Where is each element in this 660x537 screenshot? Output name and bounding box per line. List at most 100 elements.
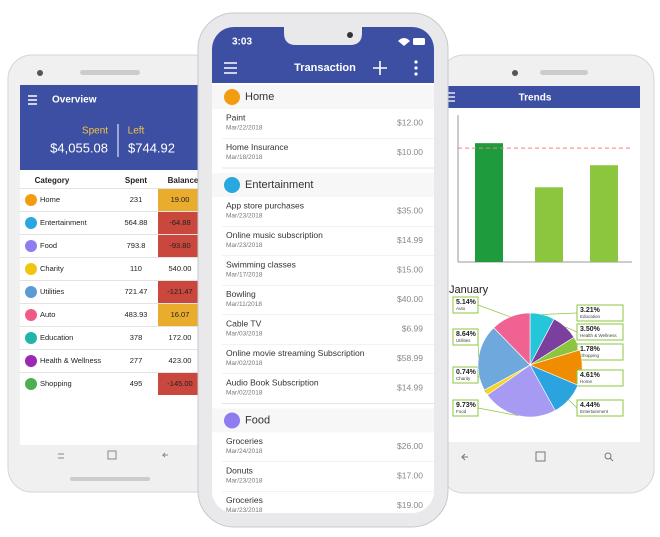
leader-line [565, 326, 578, 333]
battery [413, 38, 425, 45]
header [447, 86, 640, 108]
leader-line [477, 407, 519, 417]
wifi [398, 38, 410, 46]
transaction-date: Mar/02/2018 [226, 360, 263, 367]
header [20, 85, 220, 170]
balance-value: 540.00 [169, 264, 192, 273]
transaction-name: Bowling [226, 289, 256, 299]
pie-category-label: Food [456, 409, 467, 414]
transaction-name: Online music subscription [226, 230, 323, 240]
category-icon [25, 194, 37, 206]
screen-title: Overview [52, 95, 97, 106]
category-icon [25, 263, 37, 275]
group-name: Home [245, 91, 274, 103]
notch [284, 27, 362, 45]
category-name[interactable]: Utilities [40, 287, 64, 296]
pie-value-label: 4.44% [580, 402, 601, 409]
more-button[interactable] [414, 60, 418, 76]
pie-value-label: 1.78% [580, 346, 601, 353]
label-box [576, 369, 624, 387]
spent-value: 564.88 [125, 218, 148, 227]
transaction-row[interactable] [212, 138, 434, 169]
transaction-date: Mar/23/2018 [226, 507, 263, 514]
pie-value-label: 4.61% [580, 372, 601, 379]
status-time: 3:03 [232, 37, 252, 48]
label-box [452, 366, 479, 384]
screen-title: Transaction [294, 62, 356, 74]
transaction-name: Home Insurance [226, 142, 289, 152]
category-name[interactable]: Education [40, 333, 73, 342]
transaction-name: Online movie streaming Subscription [226, 348, 365, 358]
category-name[interactable]: Food [40, 241, 57, 250]
balance-value: 16.07 [171, 310, 190, 319]
category-name[interactable]: Shopping [40, 379, 72, 388]
transaction-row[interactable] [212, 285, 434, 316]
table-header [20, 172, 220, 190]
spent-value: 378 [130, 333, 143, 342]
menu-icon[interactable] [28, 95, 37, 105]
group-icon [224, 89, 240, 105]
transaction-row[interactable] [212, 374, 434, 404]
category-name[interactable]: Auto [40, 310, 55, 319]
balance-value: 423.00 [169, 356, 192, 365]
menu-icon[interactable] [448, 92, 455, 102]
transaction-amount: $10.00 [397, 147, 423, 157]
transaction-row[interactable] [212, 315, 434, 345]
leader-line [477, 304, 511, 318]
category-icon [25, 309, 37, 321]
transaction-date: Mar/18/2018 [226, 154, 263, 161]
transaction-row[interactable] [212, 432, 434, 463]
transaction-amount: $14.99 [397, 235, 423, 245]
screen-title: Trends [519, 93, 552, 104]
column-header: Category [35, 176, 70, 185]
transaction-row[interactable] [212, 197, 434, 227]
spent-label: Spent [82, 126, 108, 137]
spent-value: 231 [130, 195, 143, 204]
category-name[interactable]: Charity [40, 264, 64, 273]
transaction-amount: $12.00 [397, 117, 423, 127]
pie-category-label: Shopping [580, 353, 600, 358]
pie-slice [493, 312, 531, 366]
bar [535, 187, 563, 262]
transaction-amount: $14.99 [397, 382, 423, 392]
transaction-amount: $40.00 [397, 294, 423, 304]
category-name[interactable]: Home [40, 195, 60, 204]
pie-category-label: Health & Wellness [580, 333, 617, 338]
pie-category-label: Entertainment [580, 409, 609, 414]
group-icon [224, 177, 240, 193]
pie-category-label: Auto [456, 306, 466, 311]
transaction-name: Groceries [226, 495, 263, 505]
transaction-name: Paint [226, 112, 246, 122]
pie-category-label: Education [580, 314, 601, 319]
menu-icon[interactable] [224, 62, 237, 74]
transaction-row[interactable] [212, 226, 434, 257]
pie-slice [487, 364, 556, 418]
transaction-row[interactable] [212, 256, 434, 286]
spent-value: 277 [130, 356, 143, 365]
transaction-row[interactable] [212, 462, 434, 492]
left-label: Left [128, 126, 145, 137]
category-name[interactable]: Health & Wellness [40, 356, 101, 365]
transaction-amount: $15.00 [397, 264, 423, 274]
speaker [80, 70, 140, 75]
transaction-amount: $6.99 [402, 323, 424, 333]
category-name[interactable]: Entertainment [40, 218, 88, 227]
transaction-row[interactable] [212, 344, 434, 375]
transaction-date: Mar/02/2018 [226, 390, 263, 397]
transaction-date: Mar/22/2018 [226, 125, 263, 132]
bar [475, 143, 503, 262]
transaction-row[interactable] [212, 109, 434, 139]
add-button[interactable] [373, 61, 387, 75]
balance-value: 172.00 [169, 333, 192, 342]
transaction-amount: $26.00 [397, 441, 423, 451]
spent-amount: $4,055.08 [50, 140, 108, 155]
speaker [540, 70, 588, 75]
grip [70, 477, 150, 481]
transaction-row[interactable] [212, 491, 434, 522]
pie-value-label: 3.50% [580, 326, 601, 333]
leader-line [542, 312, 578, 315]
pie-category-label: Home [580, 379, 593, 384]
left-amount: $744.92 [128, 140, 175, 155]
